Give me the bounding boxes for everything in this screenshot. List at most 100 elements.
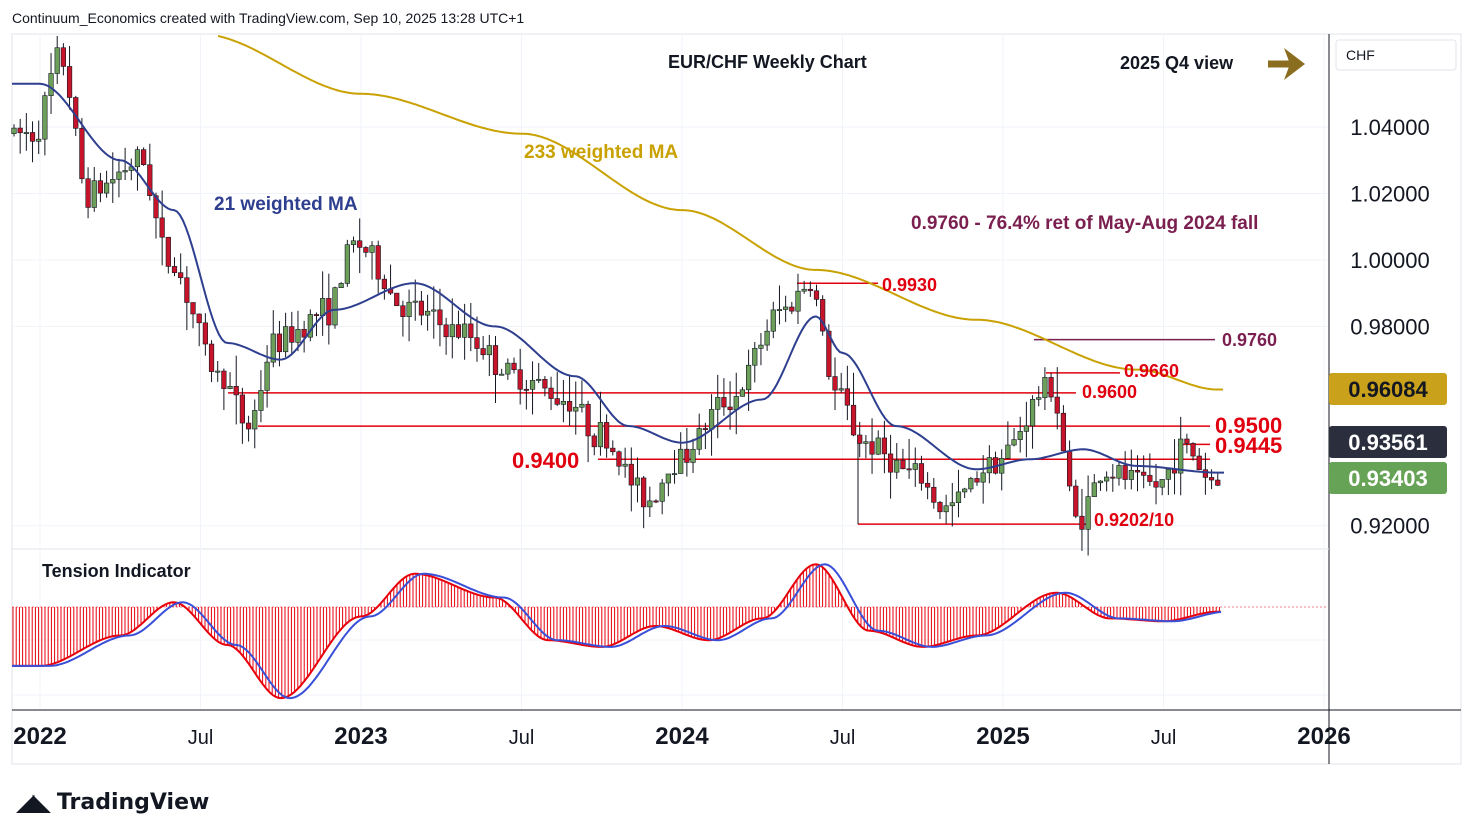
- candle-body: [597, 422, 604, 448]
- moving-averages: [12, 35, 1224, 474]
- candle-body: [1085, 496, 1091, 530]
- brand-name: TradingView: [56, 789, 210, 815]
- candle-body: [1147, 475, 1153, 482]
- candle-body: [1066, 450, 1073, 487]
- candle-body: [912, 463, 918, 470]
- candle-body: [573, 406, 579, 412]
- candle-body: [1054, 396, 1060, 414]
- candle-body: [566, 401, 573, 412]
- candle-body: [838, 388, 844, 391]
- candle-body: [665, 473, 671, 484]
- candle-body: [196, 313, 202, 324]
- candle-body: [264, 361, 270, 391]
- candle-body: [918, 463, 925, 484]
- candle-body: [1079, 515, 1085, 530]
- candle-body: [548, 387, 554, 399]
- candle-body: [801, 288, 807, 292]
- candle-body: [1134, 470, 1141, 473]
- candle-body: [579, 403, 585, 408]
- candle-body: [394, 292, 400, 307]
- candle-body: [431, 309, 437, 312]
- candle-body: [795, 290, 801, 312]
- candle-body: [1011, 439, 1017, 446]
- candle-body: [313, 314, 320, 316]
- candles: [11, 36, 1221, 556]
- candle-body: [906, 468, 912, 471]
- candle-body: [1202, 469, 1209, 478]
- candle-body: [147, 164, 153, 197]
- candle-body: [369, 245, 375, 253]
- candle-body: [221, 370, 227, 389]
- candle-body: [875, 437, 881, 455]
- candle-body: [171, 266, 178, 273]
- candle-body: [641, 477, 647, 508]
- tradingview-logo-icon: ◢◣: [16, 788, 51, 816]
- candle-body: [332, 287, 338, 326]
- candle-body: [79, 128, 85, 180]
- candle-body: [962, 488, 968, 493]
- candle-body: [301, 329, 307, 338]
- price-badge-ma233: 0.96084: [1329, 373, 1447, 405]
- candle-body: [900, 459, 906, 470]
- candle-body: [499, 373, 505, 376]
- candle-body: [1110, 476, 1116, 479]
- time-tick-label: Jul: [509, 727, 535, 749]
- candle-body: [881, 437, 888, 455]
- candle-body: [715, 397, 721, 410]
- candle-body: [344, 244, 350, 284]
- candle-body: [826, 330, 832, 377]
- candle-body: [270, 333, 276, 363]
- candle-body: [23, 132, 29, 134]
- tradingview-brand[interactable]: ◢◣ TradingView: [16, 788, 209, 816]
- level-label-0.9202: 0.9202/10: [1094, 510, 1174, 530]
- candle-body: [604, 422, 610, 449]
- candle-body: [363, 247, 369, 253]
- chart-subtitle: 2025 Q4 view: [1120, 53, 1234, 73]
- candle-body: [542, 378, 548, 389]
- candle-body: [832, 376, 838, 391]
- level-label-0.9930: 0.9930: [882, 275, 937, 295]
- level-label-0.9400: 0.9400: [512, 448, 579, 473]
- candle-body: [690, 448, 696, 463]
- candle-body: [1036, 397, 1042, 400]
- candle-body: [628, 463, 634, 486]
- candle-body: [258, 390, 264, 411]
- level-label-0.9445: 0.9445: [1215, 433, 1282, 458]
- candle-body: [1215, 479, 1221, 486]
- candle-body: [54, 47, 60, 74]
- candle-body: [937, 502, 943, 513]
- candle-body: [60, 47, 66, 67]
- candle-body: [986, 457, 992, 474]
- candle-body: [159, 217, 165, 238]
- price-badge-ma233-text: 0.96084: [1348, 377, 1428, 402]
- candle-body: [486, 345, 492, 356]
- price-tick-label: 1.00000: [1350, 248, 1430, 273]
- candle-body: [591, 435, 597, 448]
- candle-body: [468, 323, 474, 338]
- candle-body: [1091, 482, 1097, 497]
- candle-body: [1208, 477, 1215, 481]
- candle-body: [276, 333, 283, 353]
- candle-body: [1153, 481, 1159, 488]
- candle-body: [684, 448, 690, 463]
- candle-body: [968, 478, 974, 490]
- candle-body: [536, 378, 542, 381]
- candle-body: [239, 394, 246, 424]
- candle-body: [857, 434, 863, 444]
- candle-body: [1005, 444, 1011, 459]
- currency-box[interactable]: [1335, 39, 1457, 71]
- candle-body: [85, 178, 91, 208]
- candle-body: [894, 459, 900, 473]
- chart-credit: Continuum_Economics created with Trading…: [12, 10, 525, 26]
- candle-body: [1048, 377, 1054, 398]
- candle-body: [678, 448, 684, 474]
- candle-body: [1097, 480, 1104, 484]
- price-tick-label: 1.04000: [1350, 115, 1430, 140]
- candle-body: [585, 403, 591, 437]
- candle-body: [227, 386, 233, 389]
- support-resistance-levels: [228, 282, 1215, 525]
- candle-body: [97, 180, 104, 194]
- candle-body: [424, 310, 431, 316]
- ma21-line: [12, 82, 1224, 474]
